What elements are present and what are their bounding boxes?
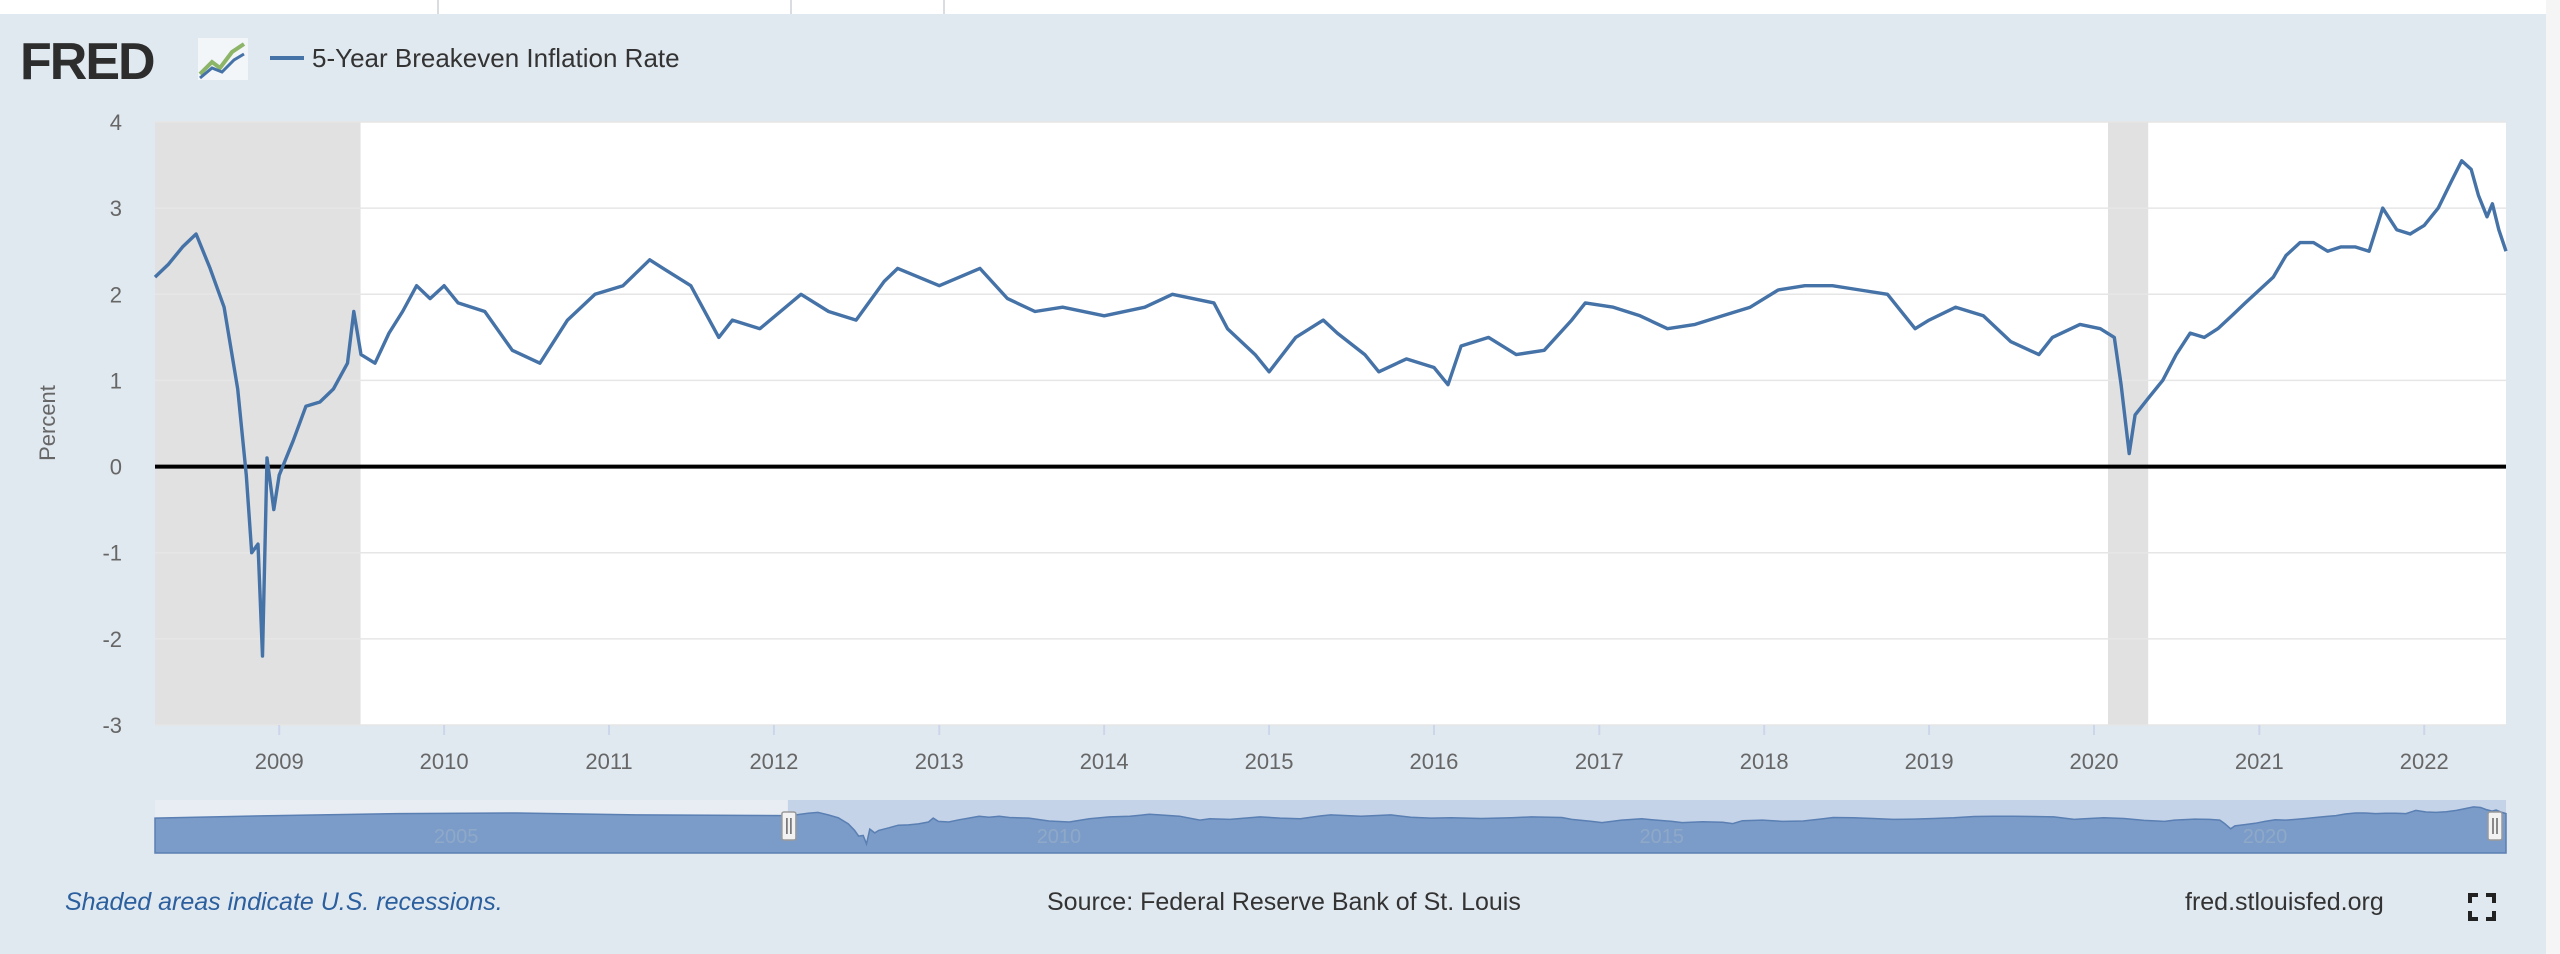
page-scrollbar[interactable]	[2546, 0, 2560, 954]
x-tick-label: 2011	[585, 749, 632, 774]
y-tick-label: -1	[102, 541, 122, 566]
gridlines	[155, 121, 2506, 726]
top-tab-strip	[0, 0, 2560, 14]
x-tick-label: 2013	[915, 749, 964, 774]
navigator-year-label: 2020	[2243, 826, 2288, 848]
x-tick-label: 2019	[1905, 749, 1954, 774]
y-axis-ticks: 4 3 2 1 0 -1 -2 -3	[102, 110, 122, 738]
x-tick-label: 2014	[1080, 749, 1129, 774]
x-axis-ticks: 2009 2010 2011 2012 2013 2014 2015 2016 2017 2018…	[255, 725, 2449, 774]
y-tick-label: 1	[110, 368, 122, 393]
navigator-year-label: 2015	[1640, 826, 1685, 848]
range-navigator[interactable]: 2005 2010 2015 2020	[154, 800, 2507, 854]
navigator-handle[interactable]	[781, 811, 797, 841]
source-text: Source: Federal Reserve Bank of St. Loui…	[1047, 888, 1521, 916]
recession-bands	[155, 122, 2149, 725]
x-tick-label: 2018	[1740, 749, 1789, 774]
navigator-year-labels: 2005 2010 2015 2020	[434, 826, 2287, 848]
tab-divider	[943, 0, 945, 14]
y-tick-label: -2	[102, 627, 122, 652]
fred-logo[interactable]: FRED	[20, 33, 156, 91]
navigator-year-label: 2010	[1037, 826, 1082, 848]
y-tick-label: 0	[110, 455, 122, 480]
recession-band	[155, 122, 361, 725]
navigator-handles[interactable]	[781, 811, 2503, 841]
navigator-year-label: 2005	[434, 826, 479, 848]
tab-divider	[437, 0, 439, 14]
site-link[interactable]: fred.stlouisfed.org	[2185, 888, 2384, 916]
tab-divider	[790, 0, 792, 14]
x-tick-label: 2016	[1409, 749, 1458, 774]
recession-band	[2107, 122, 2149, 725]
x-tick-label: 2022	[2400, 749, 2449, 774]
plot-background	[155, 122, 2506, 725]
legend-label[interactable]: 5-Year Breakeven Inflation Rate	[312, 43, 680, 73]
navigator-area	[154, 806, 2507, 854]
navigator-handle[interactable]	[2487, 811, 2503, 841]
fullscreen-icon[interactable]	[2468, 893, 2496, 921]
x-tick-label: 2010	[420, 749, 469, 774]
x-tick-label: 2017	[1575, 749, 1624, 774]
x-tick-label: 2009	[255, 749, 304, 774]
y-tick-label: 2	[110, 282, 122, 307]
x-tick-label: 2021	[2235, 749, 2284, 774]
x-tick-label: 2020	[2070, 749, 2119, 774]
y-tick-label: -3	[102, 713, 122, 738]
y-tick-label: 3	[110, 196, 122, 221]
line-graph-icon	[198, 38, 248, 80]
x-tick-label: 2012	[749, 749, 798, 774]
y-axis-label: Percent	[35, 385, 60, 461]
x-tick-label: 2015	[1245, 749, 1294, 774]
y-tick-label: 4	[110, 110, 122, 135]
series-line[interactable]	[153, 159, 2508, 658]
recession-note: Shaded areas indicate U.S. recessions.	[65, 888, 503, 916]
